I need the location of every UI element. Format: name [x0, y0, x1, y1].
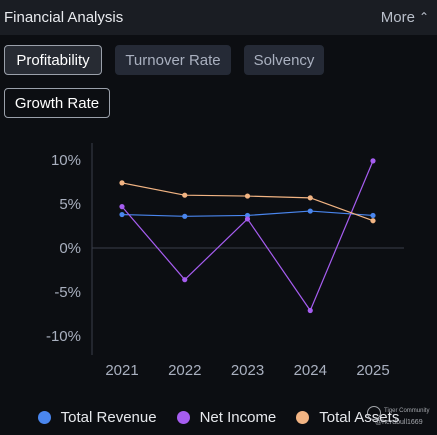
legend-dot-net-income: [176, 410, 190, 424]
tab-label: Profitability: [16, 51, 90, 69]
data-point-total-assets: [370, 218, 376, 224]
data-point-total-assets: [182, 192, 188, 198]
watermark-line1: Tiger Community: [384, 408, 430, 414]
chart-svg: 10% 5% 0% -5% -10% 2021 2022 2023 2024 2025: [46, 143, 404, 379]
x-tick-label: 2022: [168, 362, 201, 379]
x-tick-label: 2024: [294, 362, 327, 379]
y-tick-label: 10%: [51, 152, 81, 169]
more-button[interactable]: More ⌃: [381, 9, 429, 26]
data-point-total-assets: [244, 193, 251, 199]
data-point-total-revenue: [119, 211, 125, 218]
tab-growth-rate[interactable]: Growth Rate: [4, 88, 110, 118]
tab-label: Turnover Rate: [125, 51, 221, 69]
legend-label: Net Income: [199, 408, 277, 426]
data-point-total-assets: [307, 195, 313, 201]
watermark: Tiger Community @herdbull1669: [367, 404, 435, 430]
y-tick-label: 0%: [59, 240, 81, 257]
tab-label: Solvency: [253, 51, 315, 69]
y-tick-label: -5%: [54, 284, 81, 301]
data-point-total-revenue: [370, 212, 376, 219]
chart-legend: Total Revenue Net Income Total Assets: [0, 405, 437, 429]
data-point-total-assets: [119, 180, 125, 186]
data-point-net-income: [307, 307, 313, 314]
more-label: More: [380, 9, 415, 26]
chevron-up-icon: ⌃: [418, 9, 429, 24]
legend-item-total-revenue[interactable]: Total Revenue: [37, 408, 157, 426]
legend-dot-total-assets: [296, 410, 310, 424]
legend-item-net-income[interactable]: Net Income: [176, 408, 277, 426]
data-point-net-income: [182, 277, 188, 283]
data-point-net-income: [119, 204, 125, 210]
y-tick-label: 5%: [59, 196, 81, 213]
header-bar: Financial Analysis More ⌃: [0, 0, 437, 35]
x-tick-label: 2025: [356, 362, 389, 379]
watermark-line2: @herdbull1669: [375, 419, 423, 426]
page-title: Financial Analysis: [4, 9, 124, 26]
data-point-total-revenue: [182, 213, 188, 219]
data-point-net-income: [244, 216, 251, 222]
x-tick-label: 2021: [105, 362, 138, 379]
data-point-total-revenue: [307, 208, 313, 214]
tab-turnover-rate[interactable]: Turnover Rate: [115, 45, 231, 75]
line-chart: 10% 5% 0% -5% -10% 2021 2022 2023 2024 2025: [0, 135, 437, 390]
y-tick-label: -10%: [46, 328, 81, 345]
tab-label: Growth Rate: [14, 94, 100, 112]
legend-dot-total-revenue: [37, 410, 51, 424]
x-tick-label: 2023: [231, 362, 264, 379]
tab-profitability[interactable]: Profitability: [4, 45, 102, 75]
tab-solvency[interactable]: Solvency: [244, 45, 324, 75]
legend-label: Total Revenue: [60, 408, 157, 426]
series-line-net-income: [121, 160, 374, 312]
tiger-logo-icon: [367, 406, 381, 420]
data-point-net-income: [370, 158, 376, 164]
